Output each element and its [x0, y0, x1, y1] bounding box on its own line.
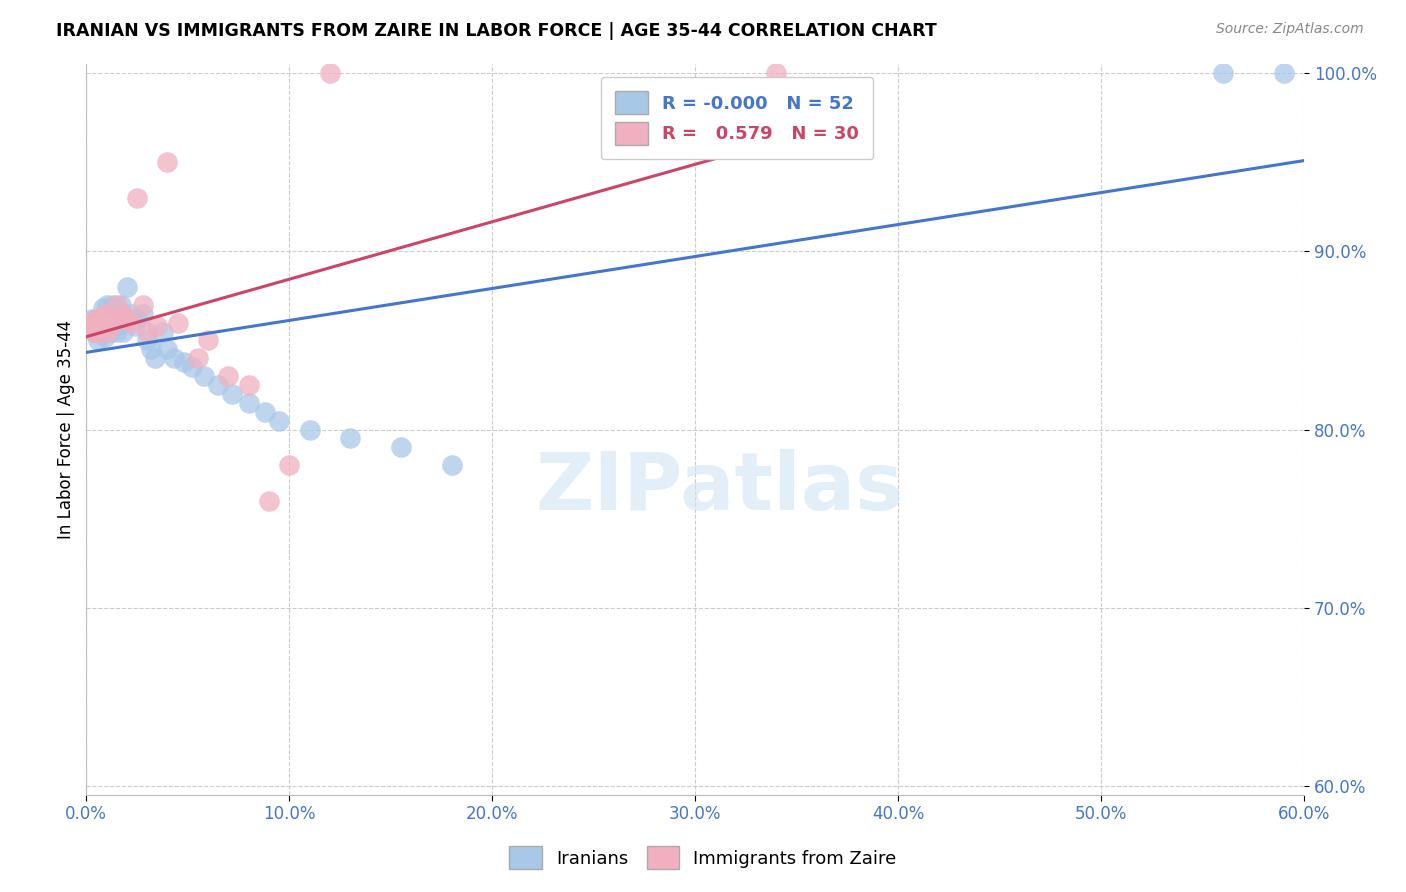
Point [440, 458, 463, 473]
Point [79, 319, 101, 334]
Point [166, 316, 188, 330]
Point [339, 432, 361, 446]
Point [115, 312, 138, 326]
Point [257, 494, 280, 508]
Point [1212, 66, 1234, 80]
Point [389, 441, 412, 455]
Point [86, 312, 108, 326]
Point [298, 423, 321, 437]
Point [278, 458, 301, 473]
Point [91, 301, 114, 316]
Point [152, 325, 174, 339]
Point [86, 312, 108, 326]
Point [143, 351, 166, 366]
Text: Source: ZipAtlas.com: Source: ZipAtlas.com [1216, 22, 1364, 37]
Point [87, 325, 110, 339]
Point [82, 312, 104, 326]
Legend: Iranians, Immigrants from Zaire: Iranians, Immigrants from Zaire [501, 838, 905, 879]
Point [132, 307, 155, 321]
Point [82, 316, 104, 330]
Point [156, 343, 179, 357]
Point [91, 312, 114, 326]
Point [193, 369, 215, 384]
Point [96, 325, 118, 339]
Point [100, 321, 122, 335]
Point [101, 298, 124, 312]
Point [105, 298, 128, 312]
Point [253, 405, 276, 419]
Point [96, 316, 118, 330]
Point [111, 307, 134, 321]
Point [136, 334, 159, 348]
Point [83, 325, 105, 339]
Point [125, 191, 148, 205]
Point [86, 316, 108, 330]
Point [111, 325, 134, 339]
Y-axis label: In Labor Force | Age 35-44: In Labor Force | Age 35-44 [58, 320, 75, 539]
Point [141, 343, 163, 357]
Point [82, 321, 104, 335]
Point [125, 312, 148, 326]
Point [197, 334, 219, 348]
Text: IRANIAN VS IMMIGRANTS FROM ZAIRE IN LABOR FORCE | AGE 35-44 CORRELATION CHART: IRANIAN VS IMMIGRANTS FROM ZAIRE IN LABO… [56, 22, 936, 40]
Legend: R = -0.000   N = 52, R =   0.579   N = 30: R = -0.000 N = 52, R = 0.579 N = 30 [600, 77, 873, 160]
Point [765, 66, 787, 80]
Point [156, 155, 179, 169]
Point [132, 298, 155, 312]
Point [269, 414, 291, 428]
Point [207, 378, 229, 392]
Point [89, 325, 111, 339]
Point [89, 319, 111, 334]
Point [124, 319, 146, 334]
Point [120, 307, 142, 321]
Point [221, 387, 243, 401]
Point [1272, 66, 1295, 80]
Point [93, 307, 115, 321]
Point [115, 280, 138, 294]
Point [238, 378, 260, 392]
Point [100, 325, 122, 339]
Point [83, 325, 105, 339]
Point [238, 396, 260, 410]
Point [97, 307, 120, 321]
Point [77, 319, 100, 334]
Point [187, 351, 209, 366]
Point [105, 325, 128, 339]
Point [120, 316, 142, 330]
Point [100, 319, 122, 334]
Point [93, 330, 115, 344]
Point [87, 334, 110, 348]
Point [91, 312, 114, 326]
Point [83, 321, 105, 335]
Point [217, 369, 239, 384]
Point [104, 301, 127, 316]
Point [96, 298, 118, 312]
Point [79, 316, 101, 330]
Point [97, 312, 120, 326]
Point [162, 351, 184, 366]
Point [107, 319, 129, 334]
Point [180, 360, 202, 375]
Point [110, 298, 132, 312]
Point [173, 355, 195, 369]
Point [93, 325, 115, 339]
Point [89, 319, 111, 334]
Point [77, 321, 100, 335]
Point [319, 66, 342, 80]
Point [136, 325, 159, 339]
Text: ZIPatlas: ZIPatlas [536, 449, 904, 527]
Point [105, 312, 128, 326]
Point [146, 319, 169, 334]
